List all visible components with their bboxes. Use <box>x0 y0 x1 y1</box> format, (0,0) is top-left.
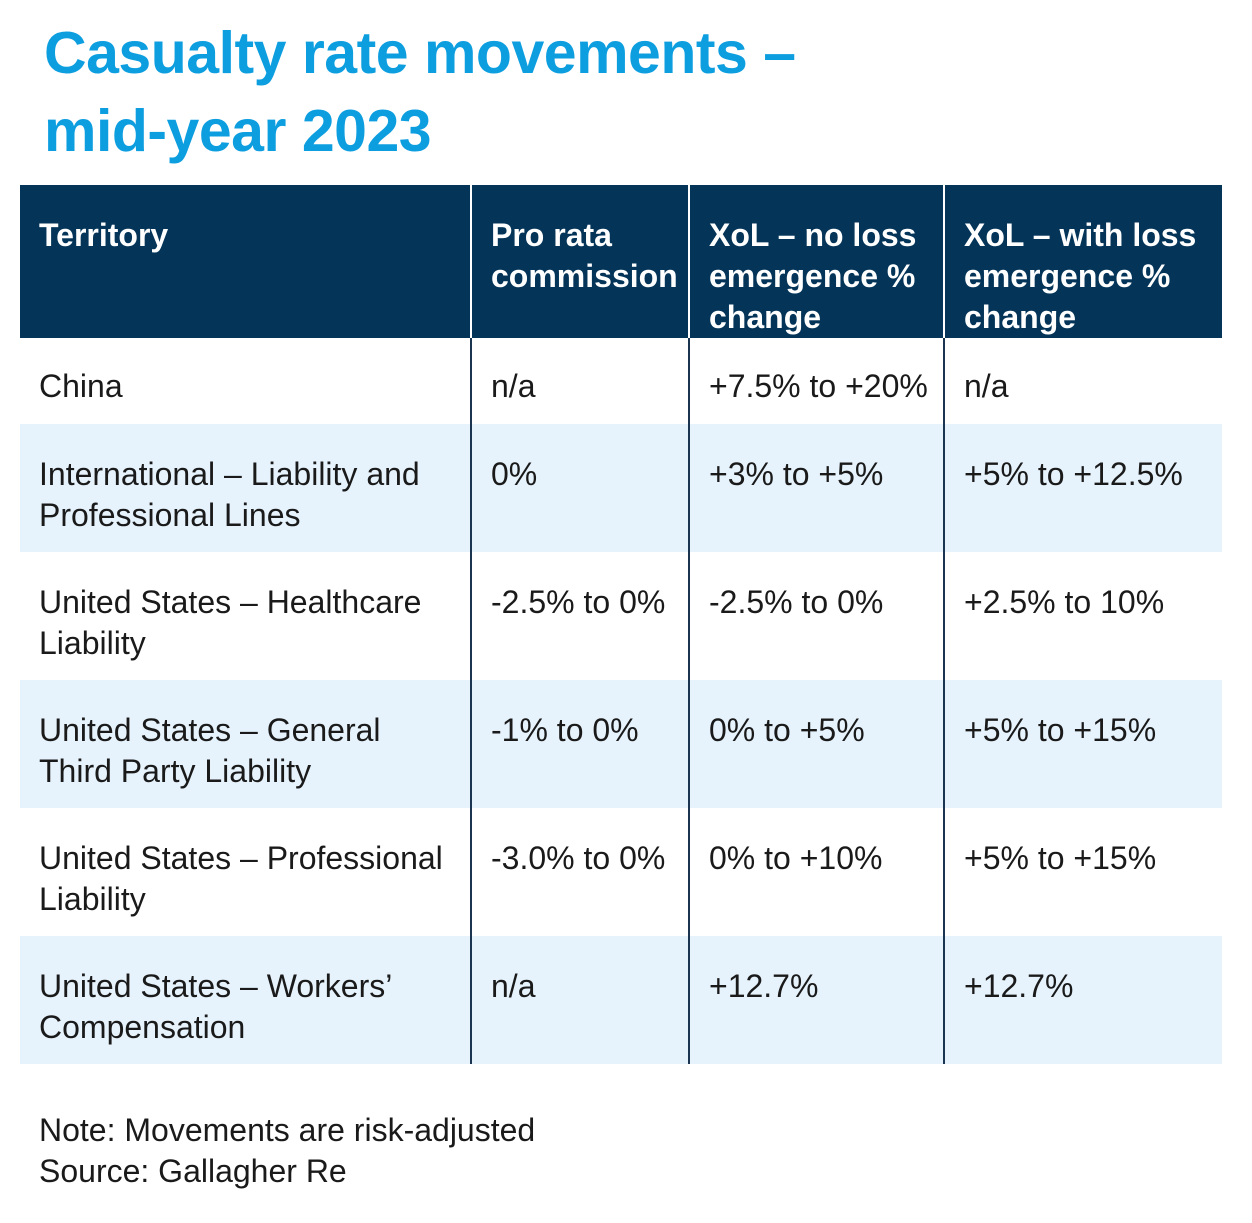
cell-xol-with-loss: +5% to +15% <box>943 808 1222 936</box>
cell-territory: United States – Professional Liability <box>39 840 443 917</box>
title-line-1: Casualty rate movements – <box>44 20 796 86</box>
header-pro-rata-commission: Pro rata commission <box>470 185 689 338</box>
cell-pro-rata: n/a <box>470 936 689 1064</box>
cell-territory: United States – General Third Party Liab… <box>20 680 471 808</box>
table-row: United States – General Third Party Liab… <box>20 680 1222 808</box>
cell-xol-with-loss: +5% to +15% <box>943 680 1222 808</box>
cell-xol-with-loss: +12.7% <box>943 936 1222 1064</box>
cell-territory: United States – Workers’ Compensation <box>20 936 471 1064</box>
cell-xol-no-loss: +12.7% <box>688 936 944 1064</box>
cell-xol-no-loss: 0% to +10% <box>688 808 944 936</box>
footnotes: Note: Movements are risk-adjusted Source… <box>39 1110 535 1192</box>
table-row: United States – Professional Liability -… <box>20 808 1222 936</box>
source-text: Source: Gallagher Re <box>39 1153 347 1189</box>
table-row: United States – Healthcare Liability -2.… <box>20 552 1222 680</box>
cell-xol-no-loss: +3% to +5% <box>688 424 944 552</box>
cell-pro-rata: -2.5% to 0% <box>470 552 689 680</box>
table-row: United States – Workers’ Compensation n/… <box>20 936 1222 1064</box>
note-text: Note: Movements are risk-adjusted <box>39 1112 536 1148</box>
cell-pro-rata: -3.0% to 0% <box>470 808 689 936</box>
cell-territory: United States – Healthcare Liability <box>39 584 422 661</box>
cell-pro-rata: -1% to 0% <box>470 680 689 808</box>
title-line-2: mid-year 2023 <box>44 98 432 164</box>
cell-pro-rata: n/a <box>470 338 689 424</box>
header-xol-with-loss: XoL – with loss emergence % change <box>943 185 1222 338</box>
cell-xol-with-loss: n/a <box>943 338 1222 424</box>
table-row: International – Liability and Profession… <box>20 424 1222 552</box>
table-body: China n/a +7.5% to +20% n/a Internationa… <box>20 338 1222 1064</box>
page-title: Casualty rate movements – mid-year 2023 <box>44 14 1204 170</box>
cell-territory: International – Liability and Profession… <box>20 424 471 552</box>
table-row: China n/a +7.5% to +20% n/a <box>20 338 1222 424</box>
cell-pro-rata: 0% <box>470 424 689 552</box>
cell-territory: China <box>39 368 123 404</box>
header-xol-no-loss: XoL – no loss emergence % change <box>688 185 944 338</box>
cell-xol-with-loss: +5% to +12.5% <box>943 424 1222 552</box>
header-territory: Territory <box>20 185 471 338</box>
header-row: Territory Pro rata commission XoL – no l… <box>20 185 1222 338</box>
cell-xol-no-loss: -2.5% to 0% <box>688 552 944 680</box>
cell-xol-no-loss: 0% to +5% <box>688 680 944 808</box>
cell-xol-with-loss: +2.5% to 10% <box>943 552 1222 680</box>
rate-movements-table: Territory Pro rata commission XoL – no l… <box>20 185 1222 1064</box>
cell-xol-no-loss: +7.5% to +20% <box>688 338 944 424</box>
table-header: Territory Pro rata commission XoL – no l… <box>20 185 1222 338</box>
